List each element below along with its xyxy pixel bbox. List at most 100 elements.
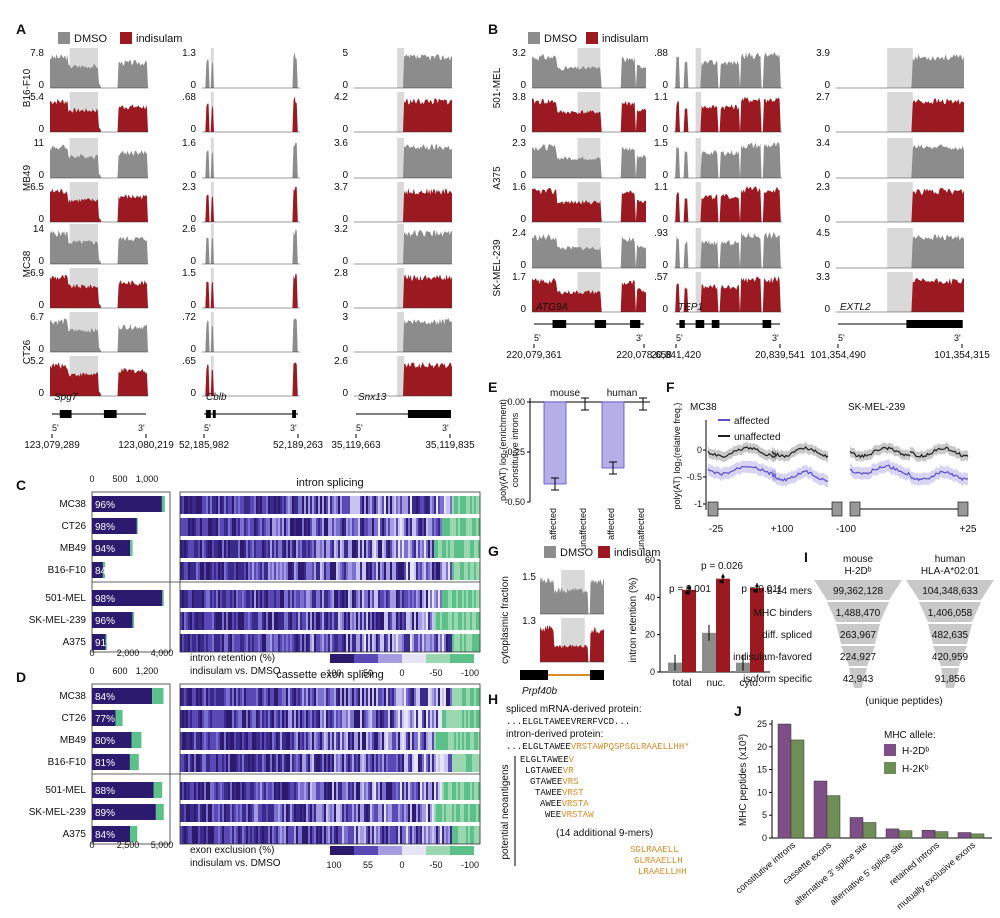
heatmap-cell xyxy=(390,540,393,558)
heatmap-cell xyxy=(254,612,257,630)
heatmap-cell xyxy=(466,518,469,536)
heatmap-cell xyxy=(216,518,219,536)
heatmap-cell xyxy=(436,732,439,750)
heatmap-cell xyxy=(478,732,481,750)
heatmap-cell xyxy=(456,634,459,652)
gene-name: ATG9A xyxy=(535,302,568,313)
heatmap-cell xyxy=(332,562,335,580)
heatmap-cell xyxy=(438,634,441,652)
heatmap-cell xyxy=(220,612,223,630)
heatmap-cell xyxy=(258,634,261,652)
heatmap-cell xyxy=(254,518,257,536)
coverage-track xyxy=(674,142,782,178)
heatmap-cell xyxy=(268,612,271,630)
heatmap-cell xyxy=(196,710,199,728)
data-point xyxy=(755,584,759,588)
heatmap-cell xyxy=(432,634,435,652)
heatmap-cell xyxy=(194,732,197,750)
heatmap-cell xyxy=(436,688,439,706)
heatmap-cell xyxy=(288,590,291,608)
heatmap-cell xyxy=(474,710,477,728)
heatmap-cell xyxy=(374,782,377,800)
heatmap-cell xyxy=(332,804,335,822)
heatmap-cell xyxy=(354,732,357,750)
peptide-prefix: LGTAWEE xyxy=(525,766,563,776)
heatmap-cell xyxy=(384,710,387,728)
highlight-region xyxy=(887,182,913,222)
heatmap-cell xyxy=(452,540,455,558)
bottom-axis-tick: 0 xyxy=(89,840,94,850)
heatmap-cell xyxy=(314,590,317,608)
heatmap-cell xyxy=(206,634,209,652)
heatmap-cell xyxy=(354,590,357,608)
heatmap-cell xyxy=(334,540,337,558)
heatmap-cell xyxy=(230,732,233,750)
heatmap-cell xyxy=(420,562,423,580)
heatmap-cell xyxy=(310,804,313,822)
heatmap-cell xyxy=(272,540,275,558)
heatmap-cell xyxy=(462,804,465,822)
track-zero: 0 xyxy=(520,170,526,181)
heatmap-cell xyxy=(334,590,337,608)
heatmap-cell xyxy=(286,634,289,652)
track-scale: .68 xyxy=(182,92,196,103)
heatmap-cell xyxy=(294,518,297,536)
heatmap-cell xyxy=(418,804,421,822)
heatmap-cell xyxy=(218,518,221,536)
heatmap-cell xyxy=(444,826,447,844)
heatmap-cell xyxy=(318,612,321,630)
heatmap-cell xyxy=(342,634,345,652)
heatmap-cell xyxy=(274,496,277,514)
funnel-value: 1,488,470 xyxy=(836,608,881,619)
heatmap-cell xyxy=(372,562,375,580)
heatmap-cell xyxy=(242,732,245,750)
heatmap-cell xyxy=(230,518,233,536)
heatmap-cell xyxy=(184,562,187,580)
confidence-band xyxy=(708,442,776,463)
five-prime-label: 5' xyxy=(204,423,211,433)
heatmap-cell xyxy=(200,540,203,558)
track-zero: 0 xyxy=(662,304,668,315)
heatmap-cell xyxy=(386,496,389,514)
y-tick-label: 0 xyxy=(650,667,655,677)
heatmap-cell xyxy=(236,496,239,514)
coverage-track xyxy=(540,576,604,614)
row-label: A375 xyxy=(63,829,87,840)
heatmap-cell xyxy=(474,634,477,652)
heatmap-cell xyxy=(386,732,389,750)
heatmap-cell xyxy=(388,688,391,706)
heatmap-cell xyxy=(432,754,435,772)
heatmap-cell xyxy=(362,562,365,580)
heatmap-cell xyxy=(452,732,455,750)
heatmap-cell xyxy=(394,590,397,608)
heatmap-cell xyxy=(466,732,469,750)
heatmap-cell xyxy=(236,754,239,772)
heatmap-cell xyxy=(336,826,339,844)
heatmap-cell xyxy=(294,612,297,630)
heatmap-cell xyxy=(364,732,367,750)
heatmap-cell xyxy=(336,634,339,652)
heatmap-cell xyxy=(320,634,323,652)
heatmap-cell xyxy=(308,710,311,728)
heatmap-cell xyxy=(218,710,221,728)
heatmap-cell xyxy=(390,496,393,514)
heatmap-cell xyxy=(342,804,345,822)
heatmap-cell xyxy=(264,590,267,608)
heatmap-cell xyxy=(194,496,197,514)
heatmap-cell xyxy=(426,782,429,800)
heatmap-cell xyxy=(310,710,313,728)
heatmap-cell xyxy=(286,688,289,706)
heatmap-cell xyxy=(324,826,327,844)
scale-swatch xyxy=(378,846,402,855)
scale-tick: -100 xyxy=(461,860,479,870)
heatmap-cell xyxy=(260,826,263,844)
heatmap-cell xyxy=(210,496,213,514)
heatmap-cell xyxy=(252,562,255,580)
heatmap-cell xyxy=(280,754,283,772)
heatmap-cell xyxy=(312,826,315,844)
heatmap-cell xyxy=(272,688,275,706)
y-axis-label: cytoplasmic fraction xyxy=(500,576,511,664)
heatmap-cell xyxy=(188,732,191,750)
heatmap-cell xyxy=(324,688,327,706)
heatmap-cell xyxy=(404,826,407,844)
